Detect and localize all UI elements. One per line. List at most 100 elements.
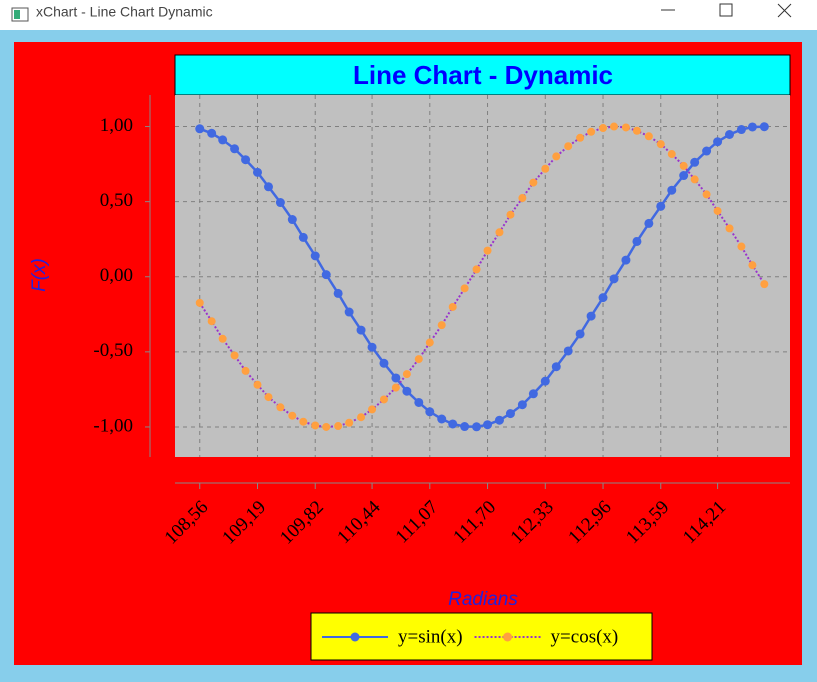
data-point xyxy=(644,132,653,141)
data-point xyxy=(690,175,699,184)
title-bar xyxy=(0,0,817,30)
data-point xyxy=(483,420,493,430)
data-point xyxy=(747,122,757,132)
data-point xyxy=(414,397,424,407)
y-tick-label: 1,00 xyxy=(100,115,133,136)
legend-label: y=sin(x) xyxy=(398,626,463,647)
data-point xyxy=(368,405,377,414)
legend-marker xyxy=(350,632,360,642)
data-point xyxy=(345,418,354,427)
data-point xyxy=(725,224,734,233)
title-box xyxy=(174,54,791,96)
chart-title: Line Chart - Dynamic xyxy=(353,60,613,90)
data-point xyxy=(563,346,573,356)
data-point xyxy=(541,164,550,173)
data-point xyxy=(334,422,343,431)
close-button[interactable] xyxy=(777,3,792,18)
data-point xyxy=(460,422,470,432)
data-point xyxy=(517,400,527,410)
data-point xyxy=(460,284,469,293)
data-point xyxy=(528,389,538,399)
data-point xyxy=(252,167,262,177)
data-point xyxy=(713,137,723,147)
data-point xyxy=(667,185,677,195)
data-point xyxy=(748,261,757,270)
data-point xyxy=(760,280,769,289)
data-point xyxy=(713,206,722,215)
data-point xyxy=(667,150,676,159)
data-point xyxy=(564,142,573,151)
data-point xyxy=(230,144,240,154)
maximize-button[interactable] xyxy=(719,3,733,17)
data-point xyxy=(276,403,285,412)
data-point xyxy=(207,317,216,326)
data-point xyxy=(483,246,492,255)
data-point xyxy=(344,307,354,317)
data-point xyxy=(610,122,619,131)
data-point xyxy=(437,321,446,330)
data-point xyxy=(599,124,608,133)
data-point xyxy=(656,140,665,149)
data-point xyxy=(195,298,204,307)
data-point xyxy=(552,152,561,161)
data-point xyxy=(505,409,515,419)
data-point xyxy=(632,236,642,246)
data-point xyxy=(356,325,366,335)
data-point xyxy=(241,366,250,375)
data-point xyxy=(414,355,423,364)
data-point xyxy=(311,421,320,430)
data-point xyxy=(275,198,285,208)
data-point xyxy=(448,302,457,311)
data-point xyxy=(391,373,401,383)
data-point xyxy=(263,182,273,192)
data-point xyxy=(207,128,217,138)
data-point xyxy=(402,386,412,396)
data-point xyxy=(737,242,746,251)
data-point xyxy=(575,329,585,339)
data-point xyxy=(288,411,297,420)
data-point xyxy=(587,127,596,136)
data-point xyxy=(621,255,631,265)
data-point xyxy=(529,178,538,187)
data-point xyxy=(367,342,377,352)
data-point xyxy=(736,125,746,135)
data-point xyxy=(253,380,262,389)
data-point xyxy=(379,395,388,404)
data-point xyxy=(540,376,550,386)
data-point xyxy=(357,413,366,422)
y-tick-label: 0,00 xyxy=(100,265,133,286)
data-point xyxy=(621,123,630,132)
y-tick-label: 0,50 xyxy=(100,190,133,211)
data-point xyxy=(264,393,273,402)
x-axis-label: Radians xyxy=(448,589,518,610)
data-point xyxy=(437,414,447,424)
data-point xyxy=(472,422,482,432)
legend-marker xyxy=(503,632,513,642)
legend-label: y=cos(x) xyxy=(551,626,619,647)
data-point xyxy=(298,232,308,242)
data-point xyxy=(241,155,251,165)
data-point xyxy=(632,126,641,135)
data-point xyxy=(576,133,585,142)
data-point xyxy=(644,218,654,228)
y-tick-label: -0,50 xyxy=(93,340,133,361)
data-point xyxy=(472,265,481,274)
data-point xyxy=(391,383,400,392)
data-point xyxy=(656,201,666,211)
data-point xyxy=(679,171,689,181)
data-point xyxy=(310,251,320,261)
data-point xyxy=(425,407,435,417)
data-point xyxy=(402,370,411,379)
data-point xyxy=(321,270,331,280)
app-icon-part xyxy=(14,10,20,19)
data-point xyxy=(702,146,712,156)
y-axis-label: F(x) xyxy=(29,258,50,292)
data-point xyxy=(702,190,711,199)
data-point xyxy=(690,157,700,167)
data-point xyxy=(759,122,769,132)
data-point xyxy=(287,215,297,225)
data-point xyxy=(299,417,308,426)
data-point xyxy=(495,228,504,237)
